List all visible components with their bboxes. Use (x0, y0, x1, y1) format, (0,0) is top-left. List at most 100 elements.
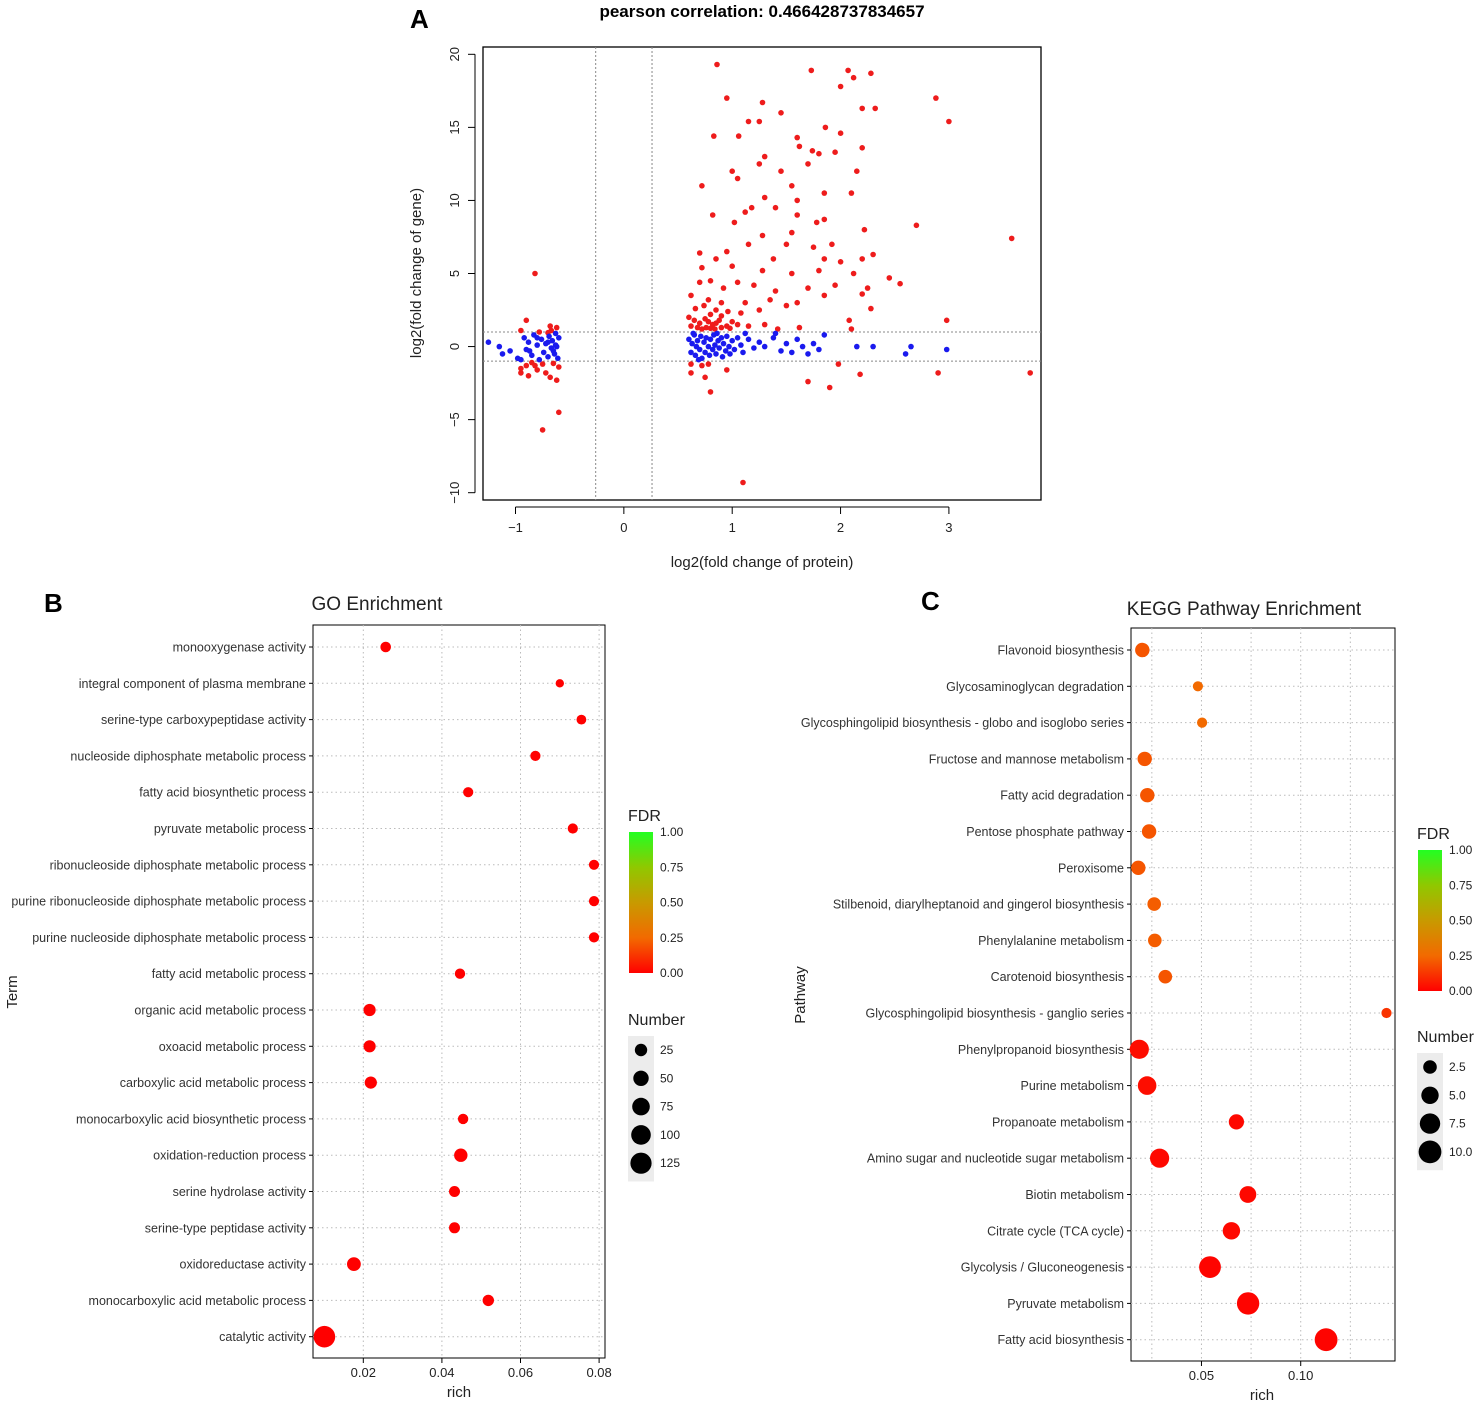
panel-c-category-label-19: Fatty acid biosynthesis (998, 1333, 1124, 1347)
panel-c-category-label-8: Phenylalanine metabolism (978, 934, 1124, 948)
panel-a-point-flat-86 (742, 330, 748, 337)
panel-a-point-flat-13 (540, 349, 547, 356)
panel-a-point-up-105 (705, 297, 712, 303)
panel-a-point-up-76 (783, 241, 790, 248)
panel-a-point-flat-54 (720, 340, 727, 347)
panel-c-dot-18 (1236, 1292, 1260, 1315)
panel-a-point-flat-29 (552, 342, 559, 348)
panel-b-fdr-tick-label-4: 0.00 (660, 966, 684, 980)
panel-c-dot-13 (1228, 1114, 1244, 1130)
panel-a-point-up-110 (821, 292, 828, 299)
panel-a-point-up-131 (688, 323, 694, 329)
panel-c-plot-frame (1130, 627, 1396, 1362)
panel-b-number-legend-dot-1 (633, 1070, 649, 1087)
panel-a-point-flat-34 (692, 352, 699, 359)
panel-a-point-up-73 (789, 229, 795, 236)
panel-a-point-flat-73 (799, 343, 806, 350)
panel-a-point-up-24 (808, 67, 815, 74)
panel-c-x-axis-label: rich (1250, 1387, 1274, 1404)
panel-c-number-legend-dot-0 (1423, 1060, 1437, 1074)
panel-b-category-label-7: purine ribonucleoside diphosphate metabo… (11, 895, 306, 909)
panel-a-point-flat-55 (722, 348, 729, 354)
panel-a-point-flat-48 (712, 342, 718, 348)
panel-b-dot-19 (313, 1325, 336, 1348)
panel-c-category-label-5: Pentose phosphate pathway (966, 825, 1125, 839)
panel-a-point-up-145 (848, 326, 855, 332)
panel-a-point-up-63 (709, 212, 716, 218)
panel-c-category-label-9: Carotenoid biosynthesis (991, 970, 1124, 984)
panel-c-dot-10 (1381, 1007, 1392, 1019)
panel-a-point-flat-69 (778, 348, 784, 354)
panel-a-y-tick-label-4: 10 (447, 193, 462, 207)
panel-b-dot-16 (449, 1222, 460, 1234)
panel-b-go-enrichment: B GO Enrichment monooxygenase activity in… (4, 588, 686, 1401)
panel-b-number-legend-label-2: 75 (660, 1100, 674, 1114)
panel-a-point-up-123 (705, 318, 712, 325)
panel-b-dot-8 (588, 932, 600, 943)
panel-a-point-flat-75 (810, 340, 817, 347)
panel-a-point-flat-81 (902, 351, 909, 357)
panel-a-point-up-78 (724, 248, 730, 255)
panel-a-point-up-149 (705, 361, 712, 367)
panel-a-point-up-117 (783, 302, 790, 309)
panel-a-point-flat-71 (789, 349, 795, 356)
panel-a-point-flat-45 (707, 336, 714, 343)
panel-a-point-up-70 (913, 222, 920, 229)
panel-b-number-legend-title: Number (628, 1012, 686, 1029)
panel-a-point-up-142 (774, 326, 781, 332)
panel-c-fdr-tick-label-4: 0.00 (1449, 984, 1473, 998)
panel-c-number-legend-dot-2 (1419, 1113, 1441, 1134)
panel-a-point-up-83 (821, 256, 828, 262)
panel-b-x-tick-label-0: 0.02 (351, 1365, 376, 1380)
panel-a-point-up-68 (731, 219, 738, 226)
panel-c-dot-1 (1192, 681, 1203, 692)
panel-c-category-label-7: Stilbenoid, diarylheptanoid and gingerol… (833, 898, 1124, 912)
panel-b-term-labels: monooxygenase activity integral component… (11, 641, 313, 1344)
panel-c-number-legend-label-2: 7.5 (1449, 1117, 1466, 1131)
panel-a-point-up-137 (718, 324, 725, 331)
panel-b-dot-0 (380, 641, 392, 653)
panel-a-point-flat-60 (731, 346, 738, 353)
panel-a-point-up-43 (796, 143, 803, 150)
panel-a-y-axis: −10 −5 0 5 10 15 20 (447, 47, 476, 504)
panel-a-point-flat-27 (545, 339, 551, 346)
panel-a-point-up-98 (751, 282, 757, 289)
panel-a-point-up-85 (859, 256, 865, 262)
panel-letter-c: C (921, 586, 940, 616)
panel-a-point-up-6 (518, 327, 524, 334)
panel-c-fdr-ticks: 1.00 0.75 0.50 0.25 0.00 (1442, 843, 1473, 998)
panel-a-point-flat-15 (545, 354, 551, 360)
panel-a-x-tick-label-1: 0 (620, 520, 627, 535)
panel-a-point-flat-52 (718, 335, 725, 341)
panel-a-y-axis-label: log2(fold change of gene) (408, 188, 425, 358)
panel-a-point-up-118 (868, 305, 874, 312)
panel-c-x-axis: 0.05 0.10 (1189, 1361, 1313, 1383)
panel-a-point-up-29 (724, 95, 730, 101)
panel-b-y-axis-label: Term (4, 975, 21, 1008)
panel-c-number-legend-title: Number (1417, 1029, 1475, 1046)
panel-a-point-up-109 (794, 299, 800, 306)
panel-b-fdr-ticks: 1.00 0.75 0.50 0.25 0.00 (653, 825, 684, 980)
panel-a-y-tick-label-5: 15 (447, 120, 462, 134)
panel-a-point-up-30 (933, 95, 939, 101)
panel-b-dot-10 (363, 1003, 376, 1017)
panel-a-point-up-116 (756, 307, 763, 313)
panel-a-point-up-82 (770, 256, 777, 262)
panel-c-number-legend-dot-1 (1421, 1086, 1439, 1105)
panel-a-point-flat-5 (521, 335, 527, 341)
panel-a-point-up-94 (696, 279, 703, 286)
panel-a-point-up-113 (713, 307, 719, 313)
panel-b-x-axis: 0.02 0.04 0.06 0.08 (351, 1358, 612, 1380)
panel-c-dot-5 (1141, 824, 1157, 839)
panel-a-point-up-150 (688, 370, 694, 376)
panel-a-point-up-33 (872, 105, 878, 112)
panel-c-dot-2 (1197, 717, 1208, 728)
panel-a-point-flat-78 (854, 343, 860, 350)
panel-a-point-flat-63 (740, 349, 746, 356)
panel-a-point-flat-41 (702, 349, 708, 356)
panel-b-dot-18 (482, 1294, 494, 1307)
panel-a-point-up-41 (794, 134, 800, 141)
panel-a-point-flat-87 (772, 330, 779, 337)
panel-b-dot-15 (449, 1186, 460, 1197)
panel-c-fdr-tick-label-1: 0.75 (1449, 878, 1473, 892)
